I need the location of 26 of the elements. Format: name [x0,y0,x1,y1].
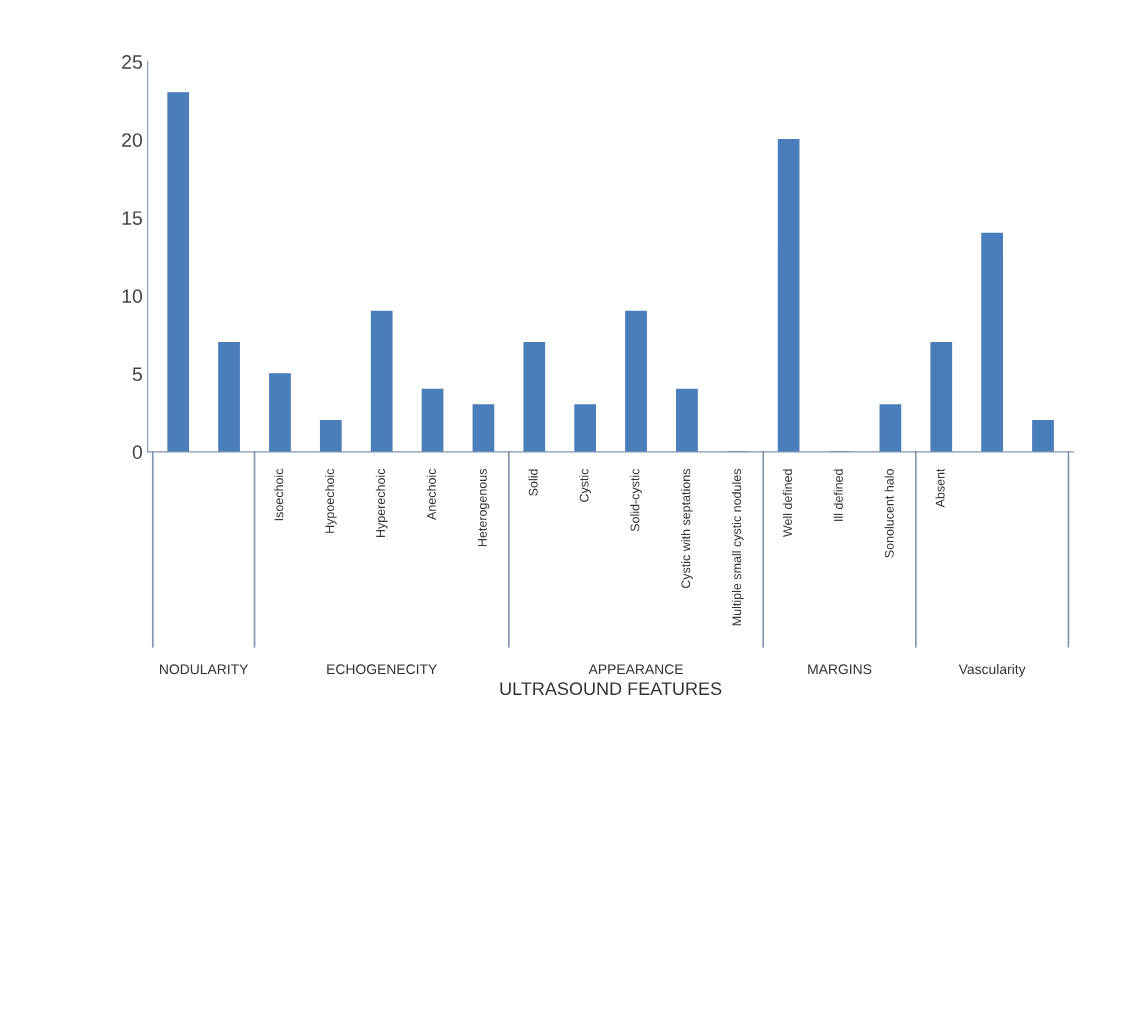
x-tick-label: Multiple small cystic nodules [731,468,744,626]
x-axis-title: ULTRASOUND FEATURES [500,682,722,696]
text: ECHOGENECITY [327,664,437,675]
x-tick-label: Solid-cystic [630,468,642,532]
text: MARGINS [808,664,872,675]
x-tick-label: Solid [528,469,538,496]
text: NODULARITY [160,664,249,675]
x-tick-label: Heterogenous [478,468,490,547]
y-tick-label: 15 [122,211,143,225]
x-tick-label: Cystic with septations [681,468,693,589]
y-tick-label: 25 [122,55,143,69]
y-tick-label: 0 [132,445,143,460]
x-tick-label: Ill defined [833,469,843,521]
x-tick-label: Hyperechoic [375,468,388,537]
text: Vascularity [958,663,1026,677]
y-tick-label: 20 [122,133,143,147]
x-tick-label: Cystic [579,468,591,502]
x-tick-label: Hypoechoic [324,468,337,533]
x-tick-label: Anechoic [426,468,436,520]
x-tick-label: Isoechoic [274,468,284,521]
x-tick-label: Absent [935,468,945,508]
y-tick-label: 10 [122,289,143,304]
x-tick-label: Sonolucent halo [884,469,894,558]
text: APPEARANCE [588,664,683,675]
y-tick-label: 5 [132,367,142,382]
x-tick-label: Well defined [782,469,792,538]
